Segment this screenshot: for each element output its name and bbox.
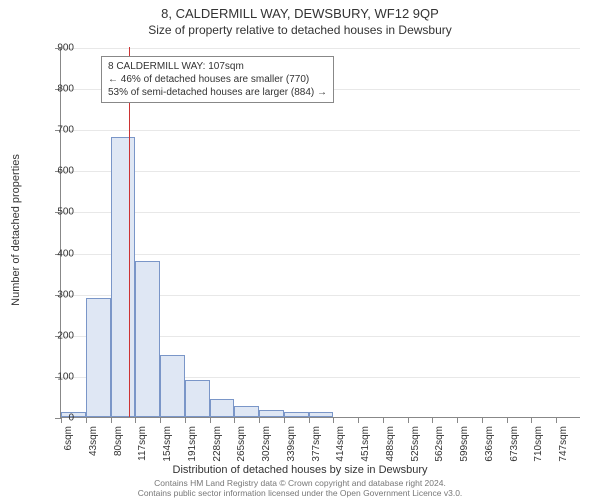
x-tick-label: 302sqm: [261, 426, 272, 462]
x-tick-label: 154sqm: [162, 426, 173, 462]
grid-line: [61, 212, 580, 213]
y-tick-label: 900: [44, 43, 74, 54]
histogram-bar: [111, 137, 136, 417]
y-tick-label: 0: [44, 413, 74, 424]
x-tick: [457, 417, 458, 423]
x-tick-label: 228sqm: [212, 426, 223, 462]
histogram-bar: [309, 412, 334, 417]
annotation-line: 53% of semi-detached houses are larger (…: [108, 86, 327, 99]
histogram-bar: [135, 261, 160, 417]
annotation-line: 8 CALDERMILL WAY: 107sqm: [108, 60, 327, 73]
x-tick: [531, 417, 532, 423]
annotation-line: ← 46% of detached houses are smaller (77…: [108, 73, 327, 86]
y-tick-label: 300: [44, 289, 74, 300]
chart-subtitle: Size of property relative to detached ho…: [0, 23, 600, 37]
x-tick: [86, 417, 87, 423]
grid-line: [61, 130, 580, 131]
x-tick-label: 80sqm: [113, 426, 124, 456]
x-tick: [482, 417, 483, 423]
x-tick-label: 710sqm: [533, 426, 544, 462]
histogram-bar: [160, 355, 185, 417]
x-tick-label: 339sqm: [286, 426, 297, 462]
x-tick-label: 6sqm: [63, 426, 74, 450]
footer-attribution: Contains HM Land Registry data © Crown c…: [0, 478, 600, 498]
x-tick: [259, 417, 260, 423]
histogram-bar: [284, 412, 309, 417]
x-tick-label: 488sqm: [385, 426, 396, 462]
x-tick: [210, 417, 211, 423]
x-tick-label: 377sqm: [311, 426, 322, 462]
x-tick-label: 191sqm: [187, 426, 198, 462]
x-tick: [432, 417, 433, 423]
y-axis-title: Number of detached properties: [10, 154, 22, 306]
x-tick: [111, 417, 112, 423]
y-tick-label: 800: [44, 84, 74, 95]
x-tick-label: 525sqm: [410, 426, 421, 462]
x-tick-label: 117sqm: [137, 426, 148, 461]
grid-line: [61, 254, 580, 255]
x-tick: [333, 417, 334, 423]
x-tick: [135, 417, 136, 423]
y-tick-label: 700: [44, 125, 74, 136]
y-tick-label: 600: [44, 166, 74, 177]
footer-line-1: Contains HM Land Registry data © Crown c…: [0, 478, 600, 488]
x-tick-label: 562sqm: [434, 426, 445, 462]
x-tick: [160, 417, 161, 423]
chart-container: 8, CALDERMILL WAY, DEWSBURY, WF12 9QP Si…: [0, 0, 600, 500]
y-tick-label: 400: [44, 248, 74, 259]
x-tick-label: 265sqm: [236, 426, 247, 462]
histogram-bar: [210, 399, 235, 418]
grid-line: [61, 48, 580, 49]
y-tick-label: 200: [44, 330, 74, 341]
x-tick: [383, 417, 384, 423]
y-tick-label: 100: [44, 371, 74, 382]
histogram-bar: [86, 298, 111, 417]
x-tick: [309, 417, 310, 423]
x-tick-label: 673sqm: [509, 426, 520, 462]
annotation-box: 8 CALDERMILL WAY: 107sqm← 46% of detache…: [101, 56, 334, 103]
x-axis-title: Distribution of detached houses by size …: [0, 464, 600, 476]
page-title: 8, CALDERMILL WAY, DEWSBURY, WF12 9QP: [0, 0, 600, 21]
histogram-bar: [185, 380, 210, 417]
x-tick-label: 451sqm: [360, 426, 371, 462]
footer-line-2: Contains public sector information licen…: [0, 488, 600, 498]
x-tick: [507, 417, 508, 423]
x-tick-label: 747sqm: [558, 426, 569, 462]
x-tick-label: 636sqm: [484, 426, 495, 462]
x-tick: [556, 417, 557, 423]
x-tick: [284, 417, 285, 423]
grid-line: [61, 171, 580, 172]
x-tick-label: 599sqm: [459, 426, 470, 462]
y-tick-label: 500: [44, 207, 74, 218]
x-tick-label: 414sqm: [335, 426, 346, 462]
x-tick-label: 43sqm: [88, 426, 99, 456]
x-tick: [358, 417, 359, 423]
chart-plot-area: 8 CALDERMILL WAY: 107sqm← 46% of detache…: [60, 48, 580, 418]
histogram-bar: [234, 406, 259, 418]
x-tick: [185, 417, 186, 423]
x-tick: [408, 417, 409, 423]
histogram-bar: [259, 410, 284, 417]
x-tick: [234, 417, 235, 423]
